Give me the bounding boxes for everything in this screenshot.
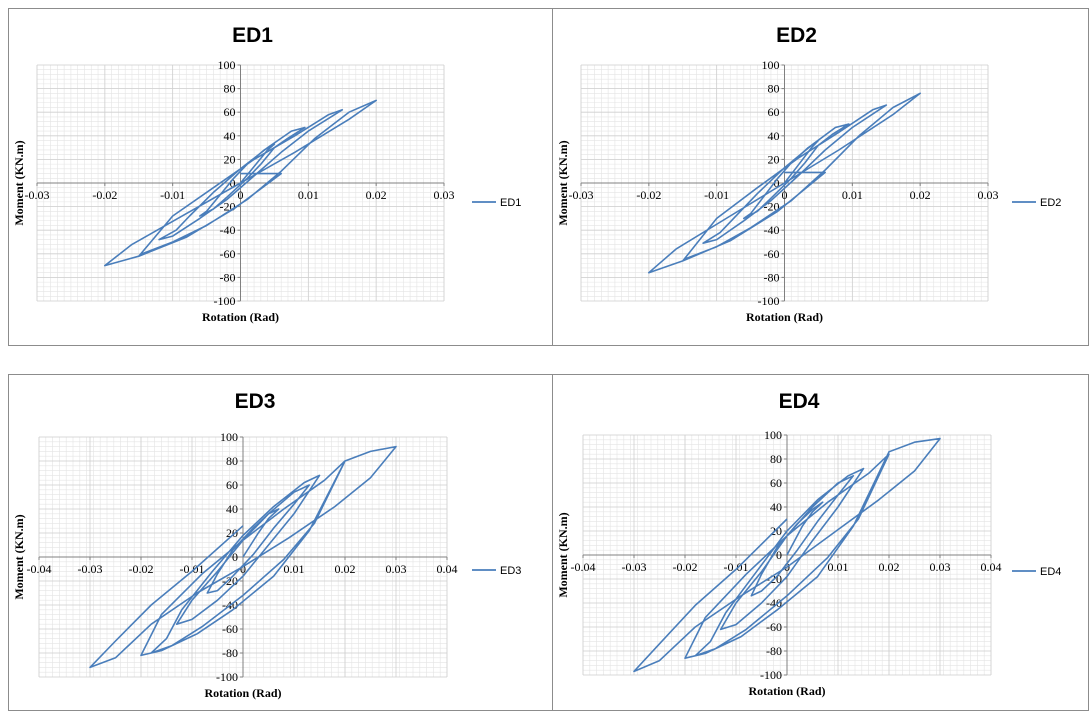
series-line-ed2 bbox=[648, 92, 922, 274]
x-tick-label: 0.02 bbox=[910, 188, 931, 202]
y-tick-label: 100 bbox=[764, 428, 782, 442]
x-axis-label: Rotation (Rad) bbox=[202, 310, 279, 324]
x-tick-label: 0.01 bbox=[842, 188, 863, 202]
x-tick-label: -0.02 bbox=[92, 188, 117, 202]
x-tick-label: 0.03 bbox=[386, 562, 407, 576]
y-tick-label: -60 bbox=[766, 620, 782, 634]
y-tick-label: 40 bbox=[224, 129, 236, 143]
y-tick-label: 40 bbox=[768, 129, 780, 143]
y-tick-label: -100 bbox=[758, 294, 780, 308]
x-tick-label: 0.01 bbox=[828, 560, 849, 574]
y-tick-label: 80 bbox=[226, 454, 238, 468]
y-tick-label: 60 bbox=[224, 105, 236, 119]
x-tick-label: -0.01 bbox=[704, 188, 729, 202]
x-axis-label: Rotation (Rad) bbox=[746, 310, 823, 324]
y-tick-label: 80 bbox=[768, 82, 780, 96]
y-tick-label: 20 bbox=[224, 152, 236, 166]
x-tick-label: 0.01 bbox=[298, 188, 319, 202]
x-tick-label: -0.01 bbox=[160, 188, 185, 202]
x-axis-label: Rotation (Rad) bbox=[749, 684, 826, 698]
y-axis-label: Moment (KN.m) bbox=[556, 512, 570, 597]
legend-label: ED2 bbox=[1040, 197, 1061, 209]
x-tick-label: 0.03 bbox=[978, 188, 999, 202]
y-tick-label: -80 bbox=[766, 644, 782, 658]
chart-panel-ed4: ED4 -100 -80 -60 -40 -20 0 20 40 60 80 100 -0.04 -0.0… bbox=[552, 374, 1089, 711]
y-axis-label: Moment (KN.m) bbox=[556, 140, 570, 225]
y-tick-label: -100 bbox=[214, 294, 236, 308]
y-tick-label: -40 bbox=[764, 223, 780, 237]
x-tick-label: -0.02 bbox=[673, 560, 698, 574]
chart-panel-ed3: ED3 -100 -80 -60 -40 -20 0 20 40 60 80 100 -0.04 -0.0… bbox=[8, 374, 554, 711]
chart-title: ED3 bbox=[235, 390, 276, 413]
y-tick-label: -60 bbox=[764, 247, 780, 261]
x-tick-label: 0.03 bbox=[930, 560, 951, 574]
y-axis-label: Moment (KN.m) bbox=[12, 514, 26, 599]
legend-label: ED3 bbox=[500, 565, 521, 577]
x-tick-label: 0.02 bbox=[335, 562, 356, 576]
x-tick-label: 0.04 bbox=[981, 560, 1002, 574]
legend-label: ED4 bbox=[1040, 566, 1061, 578]
x-tick-label: -0.04 bbox=[571, 560, 596, 574]
x-tick-label: 0.03 bbox=[434, 188, 455, 202]
y-tick-label: 20 bbox=[768, 152, 780, 166]
y-tick-label: 60 bbox=[768, 105, 780, 119]
y-tick-label: -80 bbox=[764, 270, 780, 284]
y-tick-label: 100 bbox=[762, 58, 780, 72]
x-tick-label: 0 bbox=[240, 562, 246, 576]
y-tick-label: -60 bbox=[220, 247, 236, 261]
series-line-ed4 bbox=[633, 437, 941, 673]
y-tick-label: 80 bbox=[770, 452, 782, 466]
x-tick-label: -0.02 bbox=[636, 188, 661, 202]
y-tick-label: -80 bbox=[222, 646, 238, 660]
y-tick-label: -40 bbox=[766, 596, 782, 610]
y-tick-label: -100 bbox=[760, 668, 782, 682]
x-tick-label: -0.02 bbox=[129, 562, 154, 576]
y-tick-label: 0 bbox=[230, 176, 236, 190]
legend-label: ED1 bbox=[500, 197, 521, 209]
y-tick-label: 60 bbox=[770, 476, 782, 490]
y-tick-label: 80 bbox=[224, 82, 236, 96]
chart-panel-ed1: ED1 -100 -80 -60 -40 -20 0 20 40 60 80 100 -0.03 -0.0… bbox=[8, 8, 554, 346]
x-tick-label: -0.03 bbox=[78, 562, 103, 576]
series-line-ed1 bbox=[104, 99, 378, 267]
chart-title: ED4 bbox=[779, 390, 820, 413]
x-tick-label: 0.02 bbox=[366, 188, 387, 202]
x-axis-label: Rotation (Rad) bbox=[205, 686, 282, 700]
series-line-ed3 bbox=[89, 445, 397, 669]
x-tick-label: -0.04 bbox=[27, 562, 52, 576]
x-tick-label: -0.03 bbox=[622, 560, 647, 574]
y-axis-label: Moment (KN.m) bbox=[12, 140, 26, 225]
y-tick-label: 100 bbox=[220, 430, 238, 444]
y-tick-label: 40 bbox=[770, 500, 782, 514]
y-tick-label: -60 bbox=[222, 622, 238, 636]
chart-panel-ed2: ED2 -100 -80 -60 -40 -20 0 20 40 60 80 100 -0.03 -0.0… bbox=[552, 8, 1089, 346]
y-tick-label: 60 bbox=[226, 478, 238, 492]
chart-title: ED1 bbox=[232, 24, 273, 47]
y-tick-label: -20 bbox=[222, 574, 238, 588]
x-tick-label: -0.03 bbox=[25, 188, 50, 202]
y-tick-label: 40 bbox=[226, 502, 238, 516]
x-tick-label: 0.02 bbox=[879, 560, 900, 574]
x-tick-label: 0 bbox=[238, 188, 244, 202]
x-tick-label: 0 bbox=[782, 188, 788, 202]
y-tick-label: 0 bbox=[776, 548, 782, 562]
y-tick-label: -40 bbox=[220, 223, 236, 237]
x-tick-label: 0.04 bbox=[437, 562, 458, 576]
chart-title: ED2 bbox=[776, 24, 817, 47]
x-tick-label: -0.03 bbox=[569, 188, 594, 202]
y-tick-label: -100 bbox=[216, 670, 238, 684]
y-tick-label: 100 bbox=[218, 58, 236, 72]
y-tick-label: 0 bbox=[774, 176, 780, 190]
y-tick-label: -80 bbox=[220, 270, 236, 284]
y-tick-label: 20 bbox=[226, 526, 238, 540]
x-tick-label: -0.01 bbox=[724, 560, 749, 574]
y-tick-label: 0 bbox=[232, 550, 238, 564]
x-tick-label: 0.01 bbox=[284, 562, 305, 576]
